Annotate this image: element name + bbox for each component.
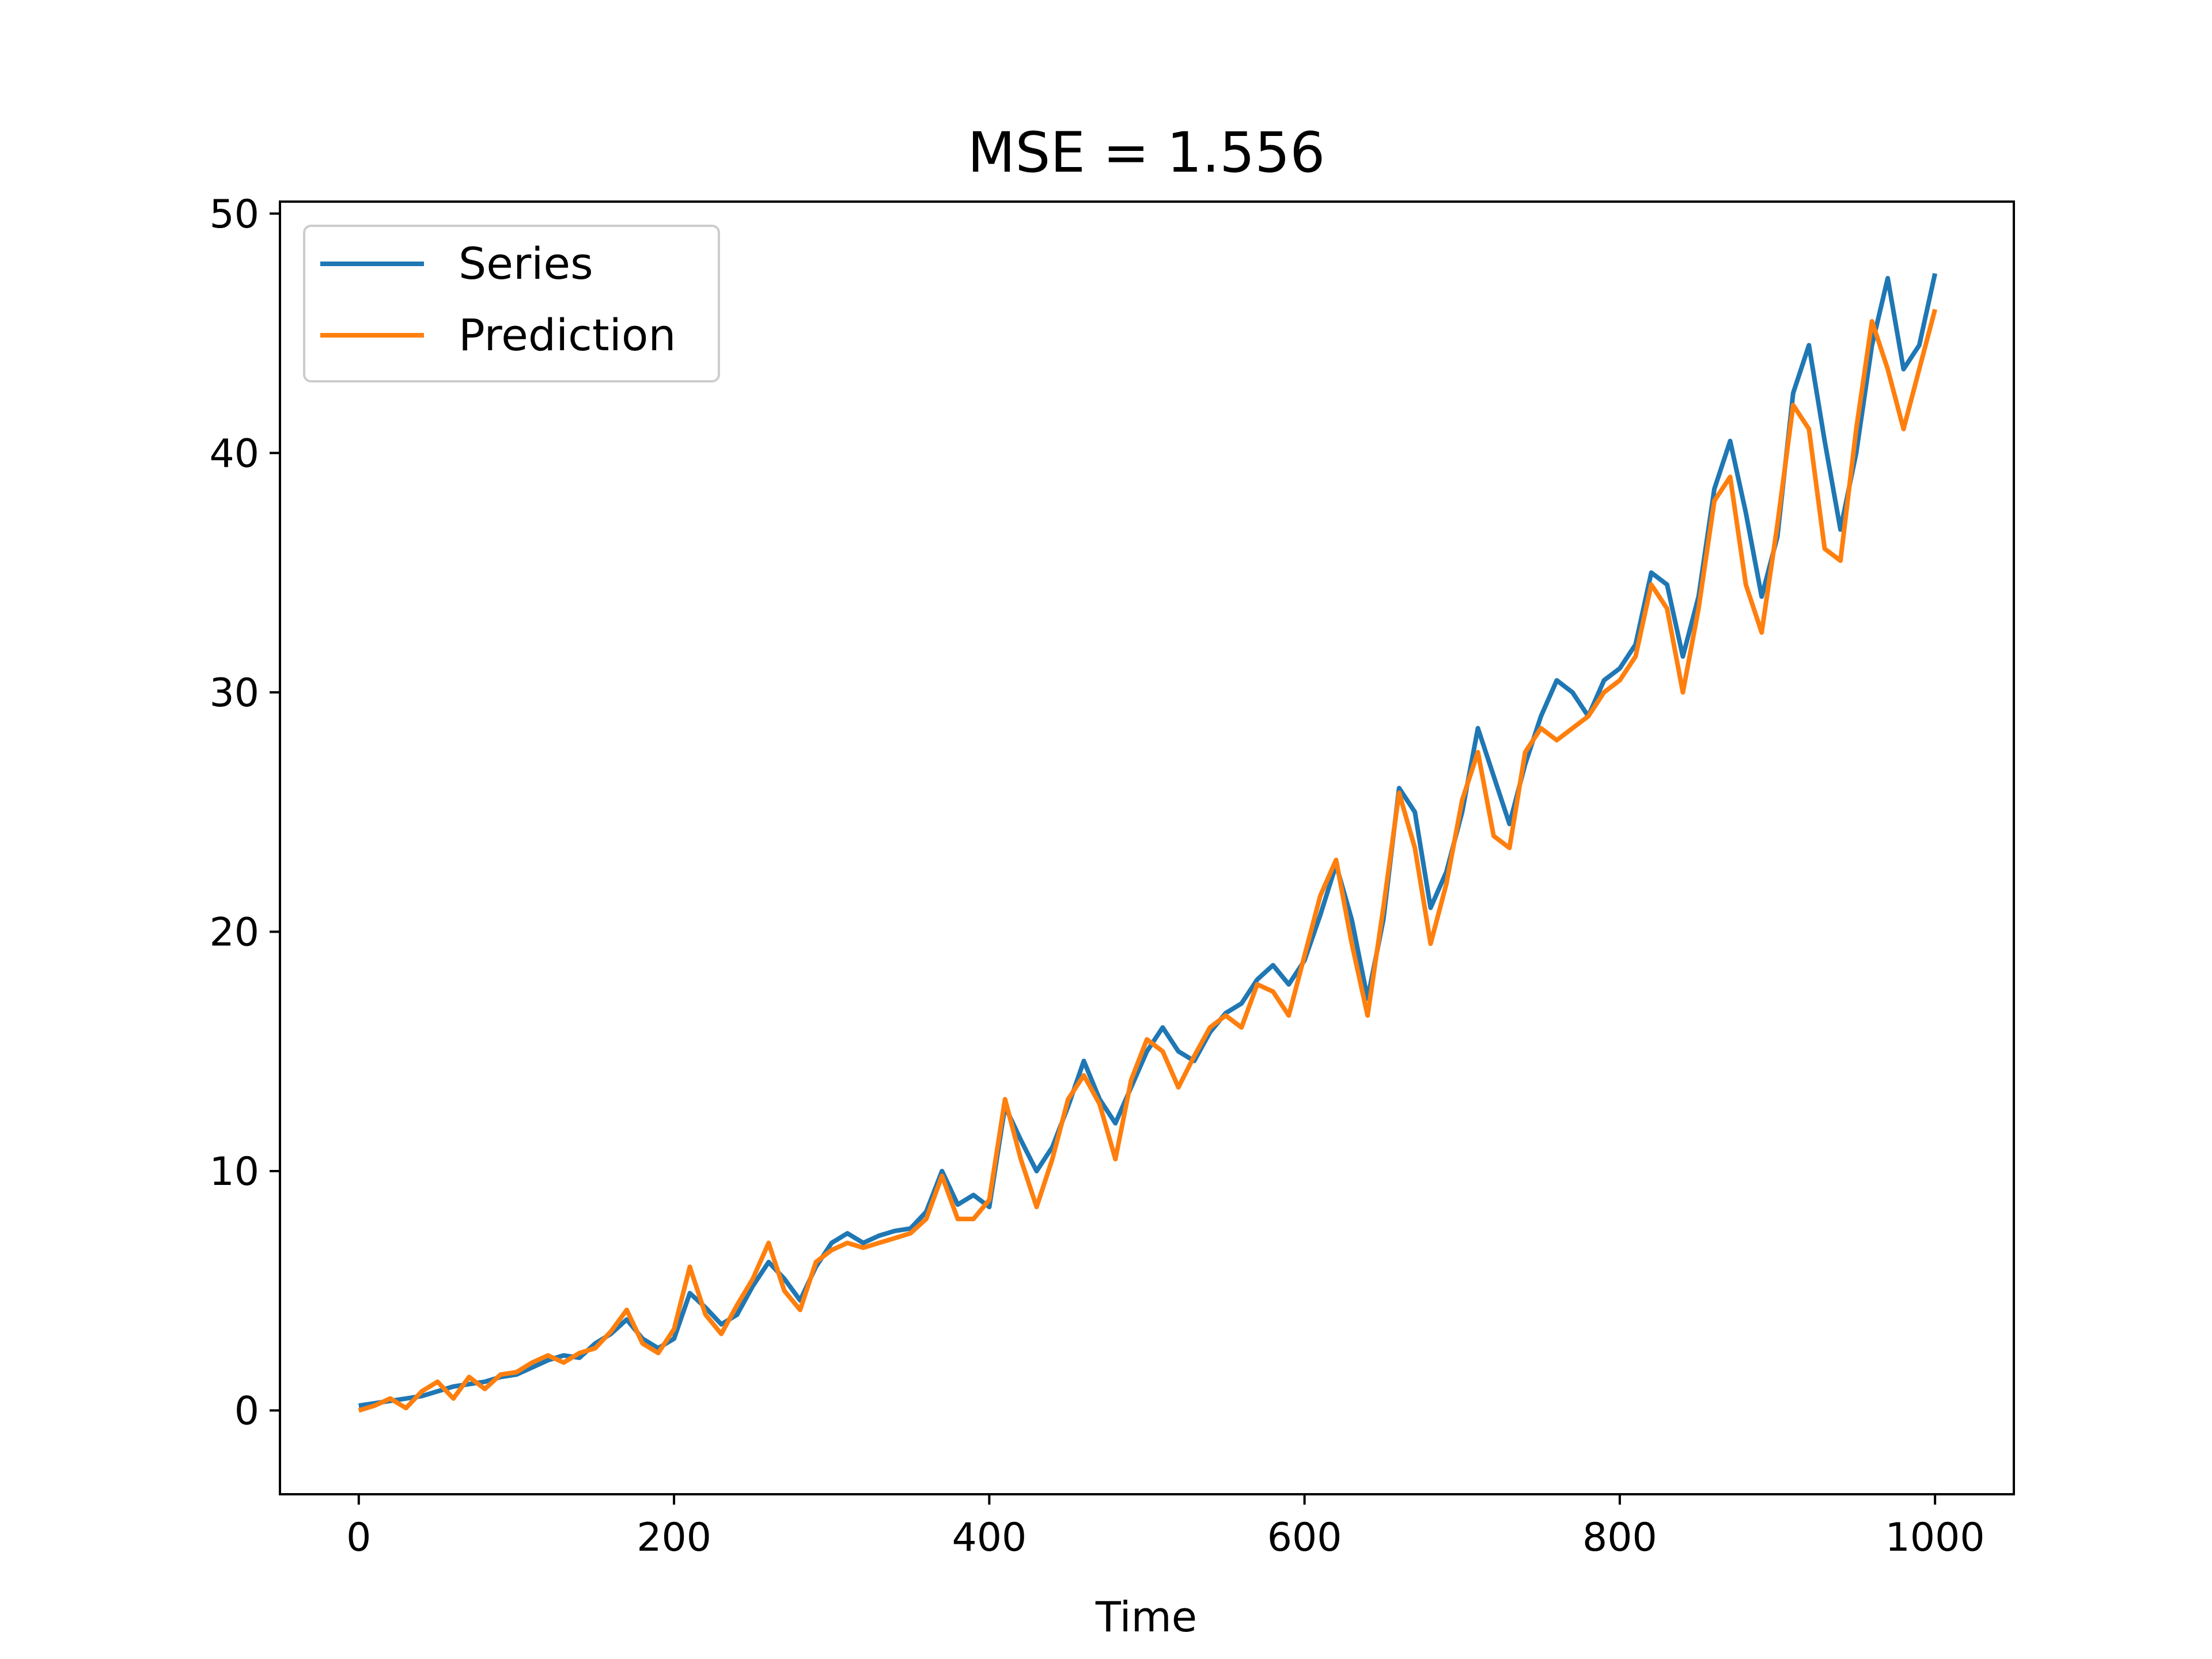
y-tick-label: 10 <box>209 1149 259 1195</box>
series-line-series <box>358 272 1938 1408</box>
x-tick-label: 400 <box>952 1515 1027 1560</box>
x-tick-label: 800 <box>1582 1515 1657 1560</box>
x-axis-label: Time <box>1095 1593 1197 1641</box>
y-tick-label: 0 <box>234 1389 259 1434</box>
y-tick-label: 50 <box>209 192 259 237</box>
chart-title: MSE = 1.556 <box>968 120 1325 185</box>
x-tick-label: 1000 <box>1885 1515 1985 1560</box>
series-layer <box>358 272 1938 1413</box>
y-axis: 0 10 20 30 40 50 <box>209 192 280 1434</box>
legend-label-series: Series <box>459 238 593 289</box>
legend-label-prediction: Prediction <box>459 309 676 361</box>
series-line-prediction <box>358 308 1938 1413</box>
plot-frame <box>279 200 2015 1495</box>
y-tick-label: 30 <box>209 671 259 716</box>
y-tick-label: 40 <box>209 431 259 476</box>
x-tick-label: 0 <box>346 1515 371 1560</box>
x-tick-label: 600 <box>1267 1515 1342 1560</box>
y-tick-label: 20 <box>209 910 259 955</box>
legend: Series Prediction <box>303 225 720 382</box>
x-axis: 0 200 400 600 800 1000 <box>346 1494 1985 1560</box>
x-tick-label: 200 <box>637 1515 711 1560</box>
